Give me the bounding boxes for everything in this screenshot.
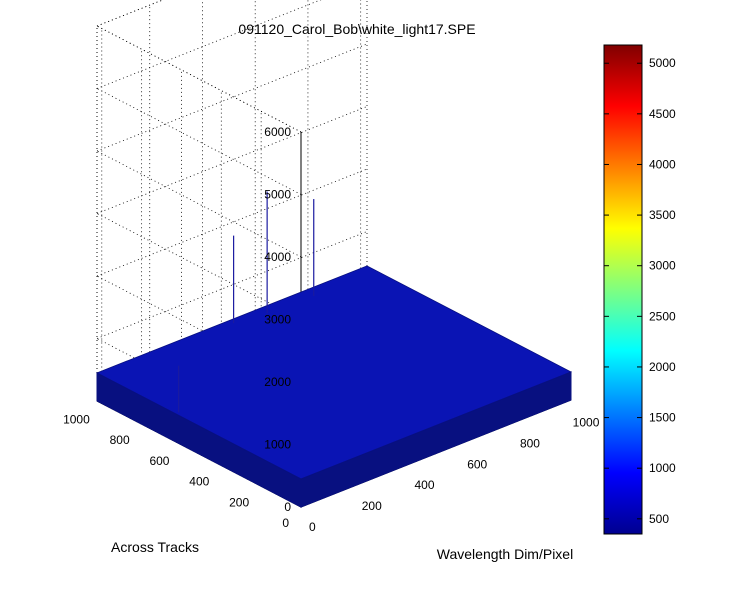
- tick-label: 600: [149, 454, 169, 468]
- colorbar-tick-label: 5000: [649, 56, 676, 70]
- tick-label: 800: [520, 436, 540, 450]
- grid-line: [96, 25, 302, 133]
- colorbar-tick-label: 3000: [649, 259, 676, 273]
- chart-title: 091120_Carol_Bob\white_light17.SPE: [238, 21, 475, 37]
- grid-line: [96, 43, 368, 152]
- colorbar-tick-label: 4500: [649, 107, 676, 121]
- tick-label: 0: [284, 500, 291, 514]
- tick-label: 400: [414, 478, 434, 492]
- colorbar-gradient: [603, 44, 643, 535]
- surface: [96, 191, 572, 508]
- colorbar-tick-label: 2500: [649, 309, 676, 323]
- tick-label: 3000: [264, 313, 291, 327]
- tick-label: 1000: [63, 412, 90, 426]
- tick-label: 400: [189, 475, 209, 489]
- tick-label: 6000: [264, 125, 291, 139]
- colorbar-tick-label: 500: [649, 512, 669, 526]
- box-edge: [96, 25, 302, 133]
- tick-label: 200: [362, 499, 382, 513]
- grid-line: [96, 106, 368, 214]
- grid-line: [96, 0, 322, 89]
- x-axis-label: Wavelength Dim/Pixel: [437, 546, 573, 562]
- tick-label: 600: [467, 457, 487, 471]
- tick-label: 4000: [264, 250, 291, 264]
- surface-top: [96, 265, 572, 480]
- box-edge: [96, 0, 164, 27]
- colorbar: 500 1000 1500 2000 2500 3000 3500 4000 4500 5000: [603, 44, 676, 535]
- grid-line: [96, 168, 368, 277]
- axis-tick-labels: 0100020003000400050006000020040060080010…: [63, 125, 600, 534]
- tick-label: 1000: [573, 416, 600, 430]
- tick-label: 2000: [264, 375, 291, 389]
- grid-line: [96, 88, 302, 195]
- y-axis-label: Across Tracks: [111, 539, 199, 555]
- tick-label: 5000: [264, 188, 291, 202]
- colorbar-tick-label: 4000: [649, 157, 676, 171]
- colorbar-tick-label: 2000: [649, 360, 676, 374]
- tick-label: 1000: [264, 438, 291, 452]
- tick-label: 200: [229, 495, 249, 509]
- tick-label: 0: [282, 516, 289, 530]
- colorbar-tick-label: 1000: [649, 461, 676, 475]
- colorbar-tick-label: 3500: [649, 208, 676, 222]
- grid-line: [96, 150, 302, 258]
- colorbar-tick-label: 1500: [649, 411, 676, 425]
- colorbar-ticks: 500 1000 1500 2000 2500 3000 3500 4000 4500 5000: [604, 56, 676, 526]
- tick-label: 0: [309, 520, 316, 534]
- grid-line: [96, 213, 302, 320]
- grid-line: [96, 231, 368, 339]
- tick-label: 800: [110, 433, 130, 447]
